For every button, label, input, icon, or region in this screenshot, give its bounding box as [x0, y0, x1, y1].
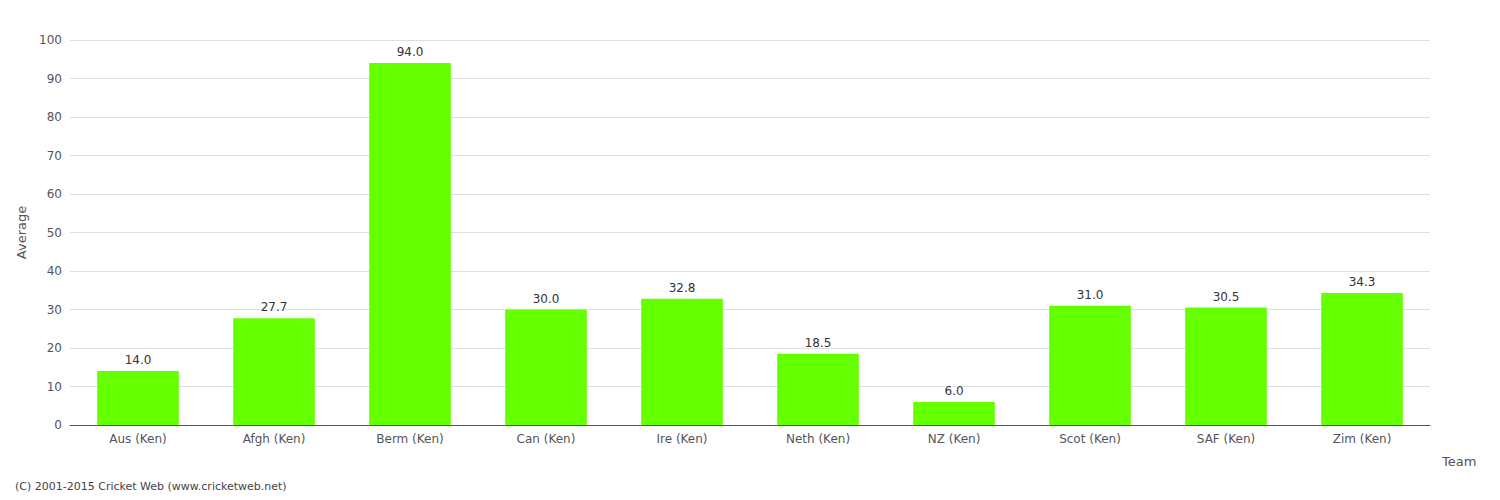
- svg-text:31.0: 31.0: [1077, 288, 1104, 302]
- svg-text:Neth (Ken): Neth (Ken): [786, 432, 850, 446]
- svg-text:10: 10: [47, 380, 62, 394]
- svg-text:50: 50: [47, 226, 62, 240]
- svg-text:Team: Team: [1441, 454, 1476, 469]
- svg-text:34.3: 34.3: [1349, 275, 1376, 289]
- svg-text:18.5: 18.5: [805, 336, 832, 350]
- svg-text:Zim (Ken): Zim (Ken): [1333, 432, 1392, 446]
- svg-text:Average: Average: [14, 206, 29, 259]
- svg-text:20: 20: [47, 341, 62, 355]
- svg-text:30.0: 30.0: [533, 292, 560, 306]
- svg-text:60: 60: [47, 187, 62, 201]
- svg-text:Aus (Ken): Aus (Ken): [109, 432, 167, 446]
- svg-text:70: 70: [47, 149, 62, 163]
- svg-text:40: 40: [47, 264, 62, 278]
- svg-text:30: 30: [47, 303, 62, 317]
- svg-text:30.5: 30.5: [1213, 290, 1240, 304]
- svg-text:NZ (Ken): NZ (Ken): [928, 432, 981, 446]
- svg-text:14.0: 14.0: [125, 353, 152, 367]
- svg-text:Can (Ken): Can (Ken): [517, 432, 576, 446]
- svg-text:80: 80: [47, 110, 62, 124]
- svg-text:Scot (Ken): Scot (Ken): [1059, 432, 1121, 446]
- svg-text:Berm (Ken): Berm (Ken): [376, 432, 443, 446]
- svg-text:0: 0: [54, 418, 62, 432]
- svg-text:100: 100: [39, 33, 62, 47]
- svg-text:(C) 2001-2015 Cricket Web (www: (C) 2001-2015 Cricket Web (www.cricketwe…: [15, 480, 287, 493]
- svg-text:Afgh (Ken): Afgh (Ken): [243, 432, 306, 446]
- svg-text:SAF (Ken): SAF (Ken): [1197, 432, 1255, 446]
- svg-text:94.0: 94.0: [397, 45, 424, 59]
- svg-text:6.0: 6.0: [944, 384, 963, 398]
- svg-text:90: 90: [47, 72, 62, 86]
- svg-text:Ire (Ken): Ire (Ken): [656, 432, 707, 446]
- svg-text:32.8: 32.8: [669, 281, 696, 295]
- svg-text:27.7: 27.7: [261, 300, 288, 314]
